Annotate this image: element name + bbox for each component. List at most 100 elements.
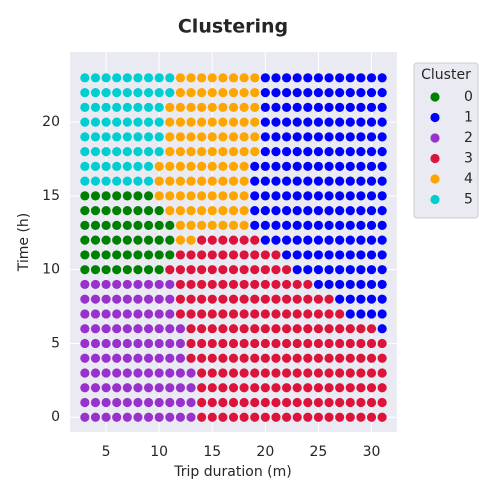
point [175,383,186,393]
point [197,412,207,422]
point [260,353,270,363]
point [122,176,132,186]
point [356,191,366,201]
x-tick-label: 5 [102,444,111,460]
point [154,294,164,304]
point [250,87,260,98]
point [207,265,217,275]
point [154,265,164,275]
y-tick-label: 0 [51,409,60,425]
point [377,235,387,245]
point [324,397,334,408]
point [154,338,164,349]
point [207,206,217,216]
point [80,368,90,378]
point [112,383,122,393]
point [90,279,101,290]
point [197,309,207,319]
point [218,412,228,422]
point [165,102,175,112]
point [207,191,217,201]
x-axis-label: Trip duration (m) [173,464,291,480]
point [112,397,122,408]
point [324,220,334,230]
point [122,191,132,201]
point [292,132,302,142]
point [207,176,217,186]
point [324,309,334,319]
point [324,206,334,216]
point [101,324,111,334]
point [250,191,260,201]
point [356,102,366,112]
point [90,368,101,378]
point [366,176,377,186]
point [366,220,377,230]
point [271,220,281,230]
point [260,279,270,290]
point [90,397,101,408]
point [197,250,207,260]
point [377,294,387,304]
point [186,73,196,83]
point [260,220,270,230]
point [271,132,281,142]
legend-label: 1 [464,110,473,126]
point [377,147,387,157]
point [154,220,164,230]
point [239,147,249,157]
point [175,265,186,275]
point [143,87,154,98]
point [90,309,101,319]
point [250,73,260,83]
point [335,338,345,349]
point [165,324,175,334]
point [292,102,302,112]
point [112,235,122,245]
legend-label: 5 [464,192,473,208]
point [175,324,186,334]
point [80,102,90,112]
point [165,73,175,83]
point [154,191,164,201]
point [186,265,196,275]
point [303,132,313,142]
point [250,250,260,260]
point [207,220,217,230]
point [143,191,154,201]
point [250,368,260,378]
point [313,132,324,142]
point [197,294,207,304]
point [292,338,302,349]
point [133,176,143,186]
point [122,250,132,260]
point [271,102,281,112]
point [186,338,196,349]
point [260,338,270,349]
point [271,368,281,378]
point [250,220,260,230]
point [207,279,217,290]
point [143,265,154,275]
point [218,176,228,186]
point [303,191,313,201]
point [313,294,324,304]
point [175,309,186,319]
point [207,397,217,408]
point [292,279,302,290]
point [133,191,143,201]
point [165,397,175,408]
point [356,235,366,245]
point [101,102,111,112]
point [281,324,292,334]
point [186,397,196,408]
point [80,147,90,157]
point [218,309,228,319]
point [335,250,345,260]
point [122,265,132,275]
point [356,294,366,304]
point [112,117,122,127]
point [133,206,143,216]
point [197,73,207,83]
point [218,191,228,201]
